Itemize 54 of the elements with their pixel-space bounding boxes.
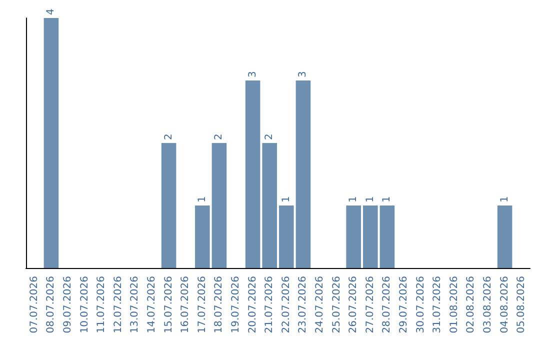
x-tick-label: 19.07.2026 (230, 276, 242, 334)
x-tick-label: 03.08.2026 (482, 276, 494, 334)
x-tick-label: 16.07.2026 (180, 276, 192, 334)
bar (212, 143, 227, 268)
x-tick-label: 28.07.2026 (382, 276, 393, 334)
data-label: 1 (382, 196, 393, 202)
x-tick-label: 12.07.2026 (112, 276, 124, 334)
x-tick-label: 10.07.2026 (79, 276, 90, 334)
x-tick-label: 02.08.2026 (466, 276, 477, 334)
data-label: 1 (364, 196, 376, 202)
x-tick-label: 08.07.2026 (46, 276, 57, 334)
x-tick-label: 20.07.2026 (247, 276, 258, 334)
bar (497, 206, 512, 268)
x-tick-label: 01.08.2026 (448, 276, 460, 334)
data-label: 1 (499, 196, 510, 202)
data-label: 3 (298, 71, 309, 78)
x-tick-label: 23.07.2026 (298, 276, 309, 334)
x-tick-label: 14.07.2026 (146, 276, 158, 334)
data-label: 1 (280, 196, 292, 202)
bar (195, 206, 210, 268)
bar (296, 80, 311, 268)
x-tick-label: 24.07.2026 (314, 276, 326, 334)
x-tick-label: 11.07.2026 (96, 276, 108, 334)
bar (346, 206, 361, 268)
x-tick-label: 15.07.2026 (163, 276, 174, 334)
data-label: 2 (163, 134, 174, 140)
data-label: 2 (264, 134, 276, 140)
data-label: 3 (247, 71, 258, 78)
x-tick-label: 26.07.2026 (348, 276, 360, 334)
x-tick-label: 05.08.2026 (516, 276, 528, 334)
x-tick-label: 13.07.2026 (130, 276, 141, 334)
bar (262, 143, 277, 268)
x-tick-label: 30.07.2026 (415, 276, 426, 334)
bar (279, 206, 294, 268)
bar (380, 206, 395, 268)
x-tick-label: 21.07.2026 (264, 276, 276, 334)
data-label: 1 (196, 196, 208, 202)
x-tick-label: 18.07.2026 (214, 276, 225, 334)
bar (44, 18, 59, 268)
bar (245, 80, 260, 268)
data-label: 1 (348, 196, 360, 202)
x-tick-label: 31.07.2026 (432, 276, 444, 334)
x-tick-label: 09.07.2026 (62, 276, 74, 334)
x-tick-label: 04.08.2026 (499, 276, 510, 334)
bar (161, 143, 176, 268)
x-tick-label: 29.07.2026 (398, 276, 410, 334)
x-tick-label: 25.07.2026 (331, 276, 342, 334)
x-tick-label: 27.07.2026 (364, 276, 376, 334)
x-tick-label: 07.07.2026 (28, 276, 40, 334)
x-tick-label: 22.07.2026 (280, 276, 292, 334)
data-label: 2 (214, 134, 225, 140)
bar (363, 206, 378, 268)
data-label: 4 (46, 8, 57, 15)
x-tick-label: 17.07.2026 (196, 276, 208, 334)
